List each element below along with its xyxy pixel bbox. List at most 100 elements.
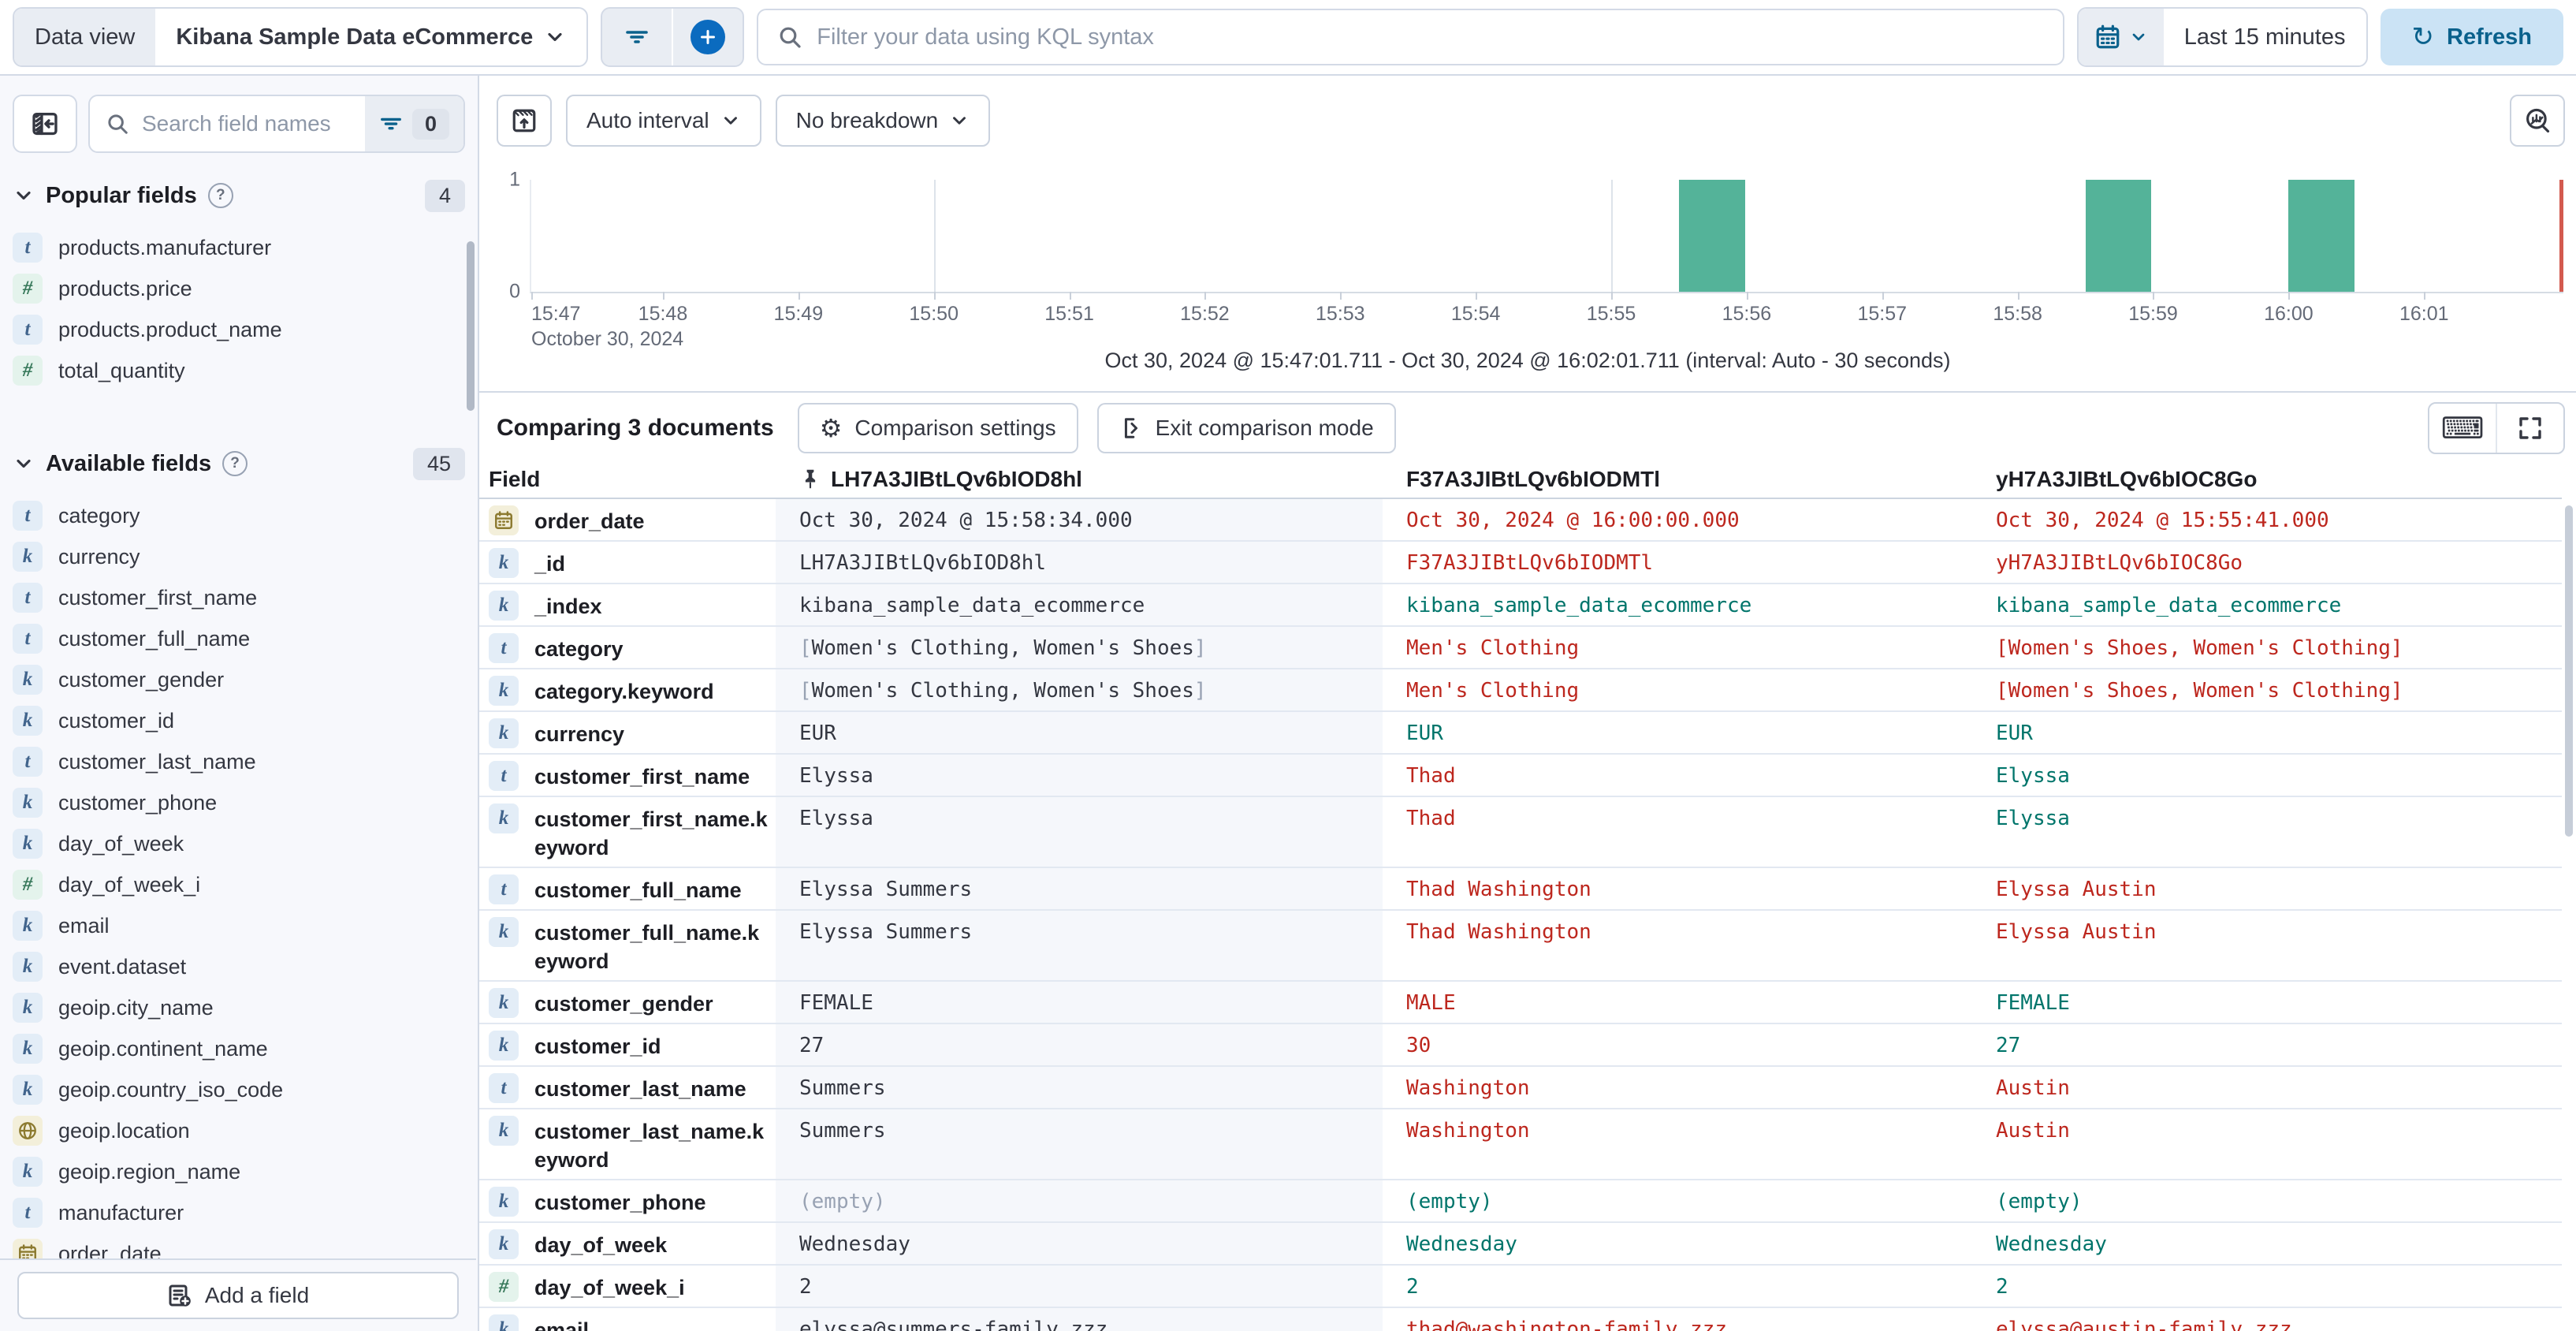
pinned-document-id: LH7A3JIBtLQv6bIOD8hl	[831, 467, 1082, 491]
sidebar-field-email[interactable]: k email	[0, 905, 478, 946]
comparison-row-category.keyword[interactable]: k category.keyword [Women's Clothing, Wome…	[479, 669, 2562, 712]
field-name: geoip.region_name	[58, 1159, 241, 1184]
sidebar-field-currency[interactable]: k currency	[0, 536, 478, 577]
field-name: products.manufacturer	[58, 235, 272, 259]
plus-circle-icon	[691, 20, 726, 54]
x-axis-label: 15:54	[1450, 303, 1501, 325]
comparison-row-customer_full_name.keyword[interactable]: k customer_full_name.keyword Elyssa Summer…	[479, 911, 2562, 982]
field-name: customer_gender	[58, 667, 225, 692]
comparison-row-currency[interactable]: k currency EUR EUR EUR	[479, 712, 2562, 755]
sidebar-field-category[interactable]: t category	[0, 495, 478, 536]
comparison-row-day_of_week[interactable]: k day_of_week Wednesday Wednesday Wednesday	[479, 1223, 2562, 1266]
sidebar-field-total_quantity[interactable]: # total_quantity	[0, 350, 478, 391]
comparison-row-customer_last_name[interactable]: t customer_last_name Summers Washington Aust…	[479, 1067, 2562, 1109]
comparison-row-customer_gender[interactable]: k customer_gender FEMALE MALE FEMALE	[479, 982, 2562, 1024]
document-a-value-cell: Thad Washington	[1406, 878, 1591, 901]
sidebar-field-products.manufacturer[interactable]: t products.manufacturer	[0, 227, 478, 268]
edit-visualization-button[interactable]	[2510, 95, 2565, 147]
x-axis-tick	[2017, 292, 2019, 300]
histogram-bar[interactable]	[2288, 180, 2355, 292]
sidebar-field-geoip.city_name[interactable]: k geoip.city_name	[0, 987, 478, 1028]
document-a-value-cell: Washington	[1406, 1076, 1530, 1100]
table-scrollbar[interactable]	[2565, 505, 2573, 837]
hide-chart-button[interactable]	[497, 95, 552, 147]
document-b-value-cell: Wednesday	[1996, 1232, 2107, 1256]
sidebar-field-day_of_week[interactable]: k day_of_week	[0, 823, 478, 864]
sidebar-field-products.price[interactable]: # products.price	[0, 268, 478, 309]
comparison-row-_index[interactable]: k _index kibana_sample_data_ecommerce kiban…	[479, 584, 2562, 627]
field-type-keyword-icon: k	[13, 993, 43, 1023]
exit-comparison-button[interactable]: Exit comparison mode	[1096, 403, 1396, 453]
document-b-value-cell: Elyssa	[1996, 807, 2070, 830]
sidebar-field-manufacturer[interactable]: t manufacturer	[0, 1192, 478, 1233]
comparison-row-day_of_week_i[interactable]: # day_of_week_i 2 2 2	[479, 1266, 2562, 1308]
pinned-value-cell: Elyssa Summers	[776, 868, 1383, 909]
pinned-document-column-header[interactable]: LH7A3JIBtLQv6bIOD8hl	[776, 467, 1383, 492]
time-range-value: Last 15 minutes	[2183, 24, 2346, 50]
sidebar-field-customer_last_name[interactable]: t customer_last_name	[0, 741, 478, 782]
interval-dropdown[interactable]: Auto interval	[566, 95, 761, 147]
field-name: customer_last_name	[534, 1077, 746, 1101]
breakdown-dropdown[interactable]: No breakdown	[775, 95, 991, 147]
document-a-column-header[interactable]: F37A3JIBtLQv6bIODMTl	[1383, 467, 1972, 492]
available-fields-header[interactable]: Available fields ? 45	[13, 443, 465, 484]
comparison-row-customer_full_name[interactable]: t customer_full_name Elyssa Summers Thad Wa…	[479, 868, 2562, 911]
sidebar-field-geoip.region_name[interactable]: k geoip.region_name	[0, 1151, 478, 1192]
field-filter-button[interactable]: 0	[364, 96, 463, 151]
field-type-keyword-icon: k	[13, 665, 43, 695]
popular-fields-header[interactable]: Popular fields ? 4	[13, 175, 465, 216]
sidebar-field-event.dataset[interactable]: k event.dataset	[0, 946, 478, 987]
time-picker-calendar-button[interactable]	[2078, 9, 2164, 65]
data-view-picker: Data view Kibana Sample Data eCommerce	[13, 7, 589, 67]
sidebar-field-customer_id[interactable]: k customer_id	[0, 700, 478, 741]
sidebar-scrollbar[interactable]	[467, 241, 475, 411]
comparison-settings-button[interactable]: ⚙ Comparison settings	[797, 403, 1078, 453]
comparison-row-customer_last_name.keyword[interactable]: k customer_last_name.keyword Summers Washin…	[479, 1109, 2562, 1180]
document-b-value-cell: Austin	[1996, 1119, 2070, 1143]
x-axis-label: 15:48	[638, 303, 688, 325]
x-axis-tick	[1611, 292, 1614, 300]
field-type-number-icon: #	[13, 274, 43, 304]
histogram-bar[interactable]	[1678, 180, 1745, 292]
refresh-button[interactable]: ↻ Refresh	[2380, 9, 2563, 65]
add-field-button[interactable]: Add a field	[17, 1272, 459, 1319]
histogram-bar[interactable]	[2085, 180, 2152, 292]
field-name: products.price	[58, 276, 192, 300]
comparison-row-customer_id[interactable]: k customer_id 27 30 27	[479, 1024, 2562, 1067]
grid-display-controls: ⌨	[2428, 402, 2565, 454]
document-b-column-header[interactable]: yH7A3JIBtLQv6bIOC8Go	[1972, 467, 2562, 492]
data-view-selector[interactable]: Kibana Sample Data eCommerce	[155, 9, 586, 65]
field-search-input[interactable]: Search field names	[90, 96, 365, 151]
comparison-row-category[interactable]: t category [Women's Clothing, Women's Shoe…	[479, 627, 2562, 669]
sidebar-footer: Add a field	[0, 1258, 476, 1331]
document-a-value-cell: Men's Clothing	[1406, 679, 1580, 703]
comparison-row-customer_phone[interactable]: k customer_phone (empty) (empty) (empty)	[479, 1180, 2562, 1223]
comparison-row-customer_first_name[interactable]: t customer_first_name Elyssa Thad Elyssa	[479, 755, 2562, 797]
sidebar-field-geoip.country_iso_code[interactable]: k geoip.country_iso_code	[0, 1069, 478, 1110]
comparison-row-_id[interactable]: k _id LH7A3JIBtLQv6bIOD8hl F37A3JIBtLQv6bIO…	[479, 542, 2562, 584]
time-range-button[interactable]: Last 15 minutes	[2164, 9, 2366, 65]
sidebar-field-day_of_week_i[interactable]: # day_of_week_i	[0, 864, 478, 905]
field-name: customer_phone	[58, 790, 218, 815]
field-column-header[interactable]: Field	[489, 467, 541, 491]
document-b-value-cell: (empty)	[1996, 1190, 2083, 1214]
comparison-row-customer_first_name.keyword[interactable]: k customer_first_name.keyword Elyssa Thad El…	[479, 797, 2562, 868]
kql-search-bar[interactable]: Filter your data using KQL syntax	[757, 9, 2064, 65]
comparison-row-email[interactable]: k email elyssa@summers-family.zzz thad@wash…	[479, 1308, 2562, 1331]
comparison-row-order_date[interactable]: order_date Oct 30, 2024 @ 15:58:34.000 Oct…	[479, 499, 2562, 542]
sidebar-field-products.product_name[interactable]: t products.product_name	[0, 309, 478, 350]
field-name: day_of_week	[534, 1233, 668, 1257]
sidebar-field-customer_phone[interactable]: k customer_phone	[0, 782, 478, 823]
filter-menu-button[interactable]	[602, 9, 672, 65]
add-filter-button[interactable]	[673, 9, 743, 65]
sidebar-field-customer_gender[interactable]: k customer_gender	[0, 659, 478, 700]
collapse-sidebar-button[interactable]	[13, 95, 77, 153]
keyboard-shortcuts-button[interactable]: ⌨	[2429, 404, 2496, 453]
fullscreen-button[interactable]	[2496, 404, 2563, 453]
sidebar-field-geoip.location[interactable]: geoip.location	[0, 1110, 478, 1151]
field-type-keyword-icon: k	[13, 829, 43, 859]
histogram-chart[interactable]: 1 0 15:47 15:48 15:49 15:50 15:51 15:52 15:53 15:…	[509, 169, 2563, 350]
sidebar-field-geoip.continent_name[interactable]: k geoip.continent_name	[0, 1028, 478, 1069]
sidebar-field-customer_full_name[interactable]: t customer_full_name	[0, 618, 478, 659]
sidebar-field-customer_first_name[interactable]: t customer_first_name	[0, 577, 478, 618]
